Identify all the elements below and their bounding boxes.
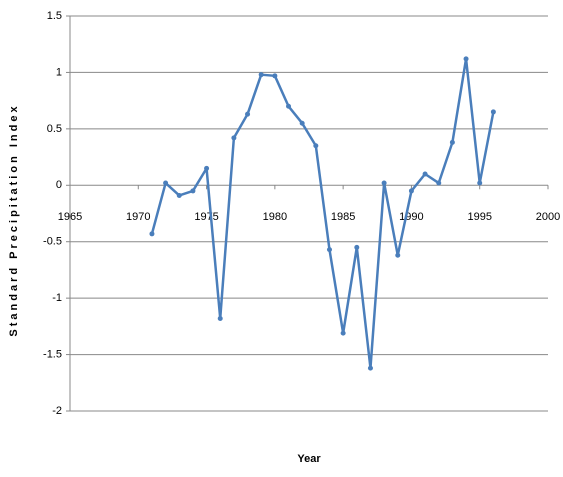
y-tick-label: 0.5 (47, 123, 62, 135)
data-point (490, 109, 496, 115)
data-point (190, 188, 196, 194)
y-tick-label: -1.5 (43, 348, 62, 360)
data-point (381, 180, 387, 186)
data-point (436, 180, 442, 186)
y-tick-label: 1.5 (47, 10, 62, 22)
y-tick-label: 1 (56, 66, 62, 78)
x-tick-label: 1975 (194, 211, 218, 223)
data-point (367, 365, 373, 371)
data-point (163, 180, 169, 186)
data-point (176, 192, 182, 198)
x-tick-label: 1965 (58, 211, 82, 223)
data-line (150, 57, 495, 370)
y-axis-label: Standard Precipitation Index (8, 103, 20, 336)
data-point (231, 135, 237, 141)
data-point (272, 73, 278, 79)
data-point (217, 315, 223, 321)
data-point (258, 72, 264, 78)
data-point (299, 120, 305, 126)
y-tick-label: -0.5 (43, 236, 62, 248)
x-axis-label: Year (297, 453, 321, 465)
data-point (340, 330, 346, 336)
x-tick-label: 1995 (467, 211, 491, 223)
data-point (245, 111, 251, 117)
data-point (408, 188, 414, 194)
y-tick-label: -1 (52, 292, 62, 304)
y-tick-label: -2 (52, 405, 62, 417)
data-point (463, 56, 469, 62)
data-point (149, 231, 155, 237)
x-tick-label: 1970 (126, 211, 150, 223)
x-tick-label: 1980 (263, 211, 287, 223)
data-point (204, 165, 210, 171)
x-tick-label: 1990 (399, 211, 423, 223)
data-point (477, 180, 483, 186)
y-tick-label: 0 (56, 179, 62, 191)
x-tick-label: 1985 (331, 211, 355, 223)
data-point (286, 103, 292, 109)
data-point (395, 252, 401, 258)
data-point (354, 244, 360, 250)
data-point (313, 143, 319, 149)
data-point (449, 139, 455, 145)
data-point (326, 247, 332, 253)
data-point (422, 171, 428, 177)
x-tick-label: 2000 (536, 211, 560, 223)
